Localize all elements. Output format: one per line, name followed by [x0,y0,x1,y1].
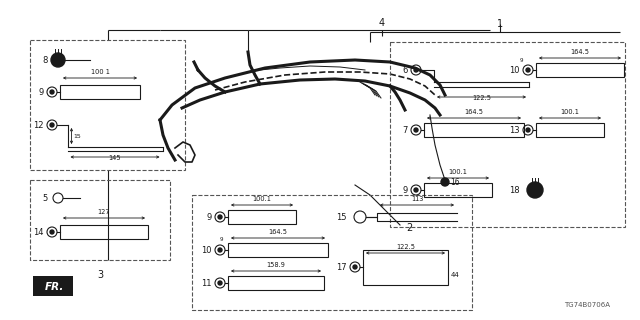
Bar [536,123,604,137]
Bar [424,123,524,137]
Circle shape [526,68,530,72]
Bar [30,180,170,260]
Text: 164.5: 164.5 [269,229,287,235]
Text: 2: 2 [406,223,412,233]
Text: 16: 16 [450,178,460,187]
Text: 145: 145 [109,155,122,161]
Text: 9: 9 [403,186,408,195]
Text: 113: 113 [411,196,423,202]
Text: 164.5: 164.5 [570,49,589,55]
Text: 18: 18 [509,186,520,195]
Text: 7: 7 [403,125,408,134]
Circle shape [414,68,418,72]
FancyBboxPatch shape [33,276,73,296]
Text: 164.5: 164.5 [465,109,483,115]
Text: 122.5: 122.5 [472,95,491,101]
Text: 100.1: 100.1 [561,109,579,115]
Circle shape [218,248,222,252]
Circle shape [441,178,449,186]
Bar [228,210,296,224]
Bar [536,63,624,77]
Bar [60,225,148,239]
Bar [192,195,472,310]
Text: 15: 15 [74,133,81,139]
Text: 9: 9 [207,212,212,221]
Text: 5: 5 [43,194,48,203]
Text: 122.5: 122.5 [396,244,415,250]
Bar [228,276,324,290]
Text: 100.1: 100.1 [449,169,467,175]
Text: 14: 14 [33,228,44,236]
Bar [228,243,328,257]
Circle shape [50,90,54,94]
Text: 10: 10 [202,245,212,254]
Text: 15: 15 [337,212,347,221]
Text: 17: 17 [337,262,347,271]
Text: 44: 44 [451,272,460,278]
Text: 100 1: 100 1 [91,69,109,75]
Text: 12: 12 [33,121,44,130]
Circle shape [414,188,418,192]
Bar [363,250,448,284]
Text: 10: 10 [509,66,520,75]
Text: 9: 9 [220,236,223,242]
Text: 6: 6 [403,66,408,75]
Bar [424,183,492,197]
Circle shape [526,128,530,132]
Circle shape [353,265,357,269]
Text: 3: 3 [97,270,103,280]
Circle shape [51,53,65,67]
Text: 13: 13 [509,125,520,134]
Circle shape [50,230,54,234]
Text: 9: 9 [39,87,44,97]
Text: 11: 11 [202,278,212,287]
Circle shape [414,128,418,132]
Text: 1: 1 [497,19,503,29]
Bar [60,85,140,99]
Text: 158.9: 158.9 [267,262,285,268]
Text: TG74B0706A: TG74B0706A [564,302,610,308]
Text: 8: 8 [43,55,48,65]
Text: 9: 9 [520,58,524,62]
Bar [390,42,625,227]
Text: 127: 127 [98,209,110,215]
Bar [30,40,185,170]
Text: 100.1: 100.1 [253,196,271,202]
Circle shape [527,182,543,198]
Text: 4: 4 [379,18,385,28]
Text: FR.: FR. [44,282,64,292]
Circle shape [50,123,54,127]
Circle shape [218,215,222,219]
Circle shape [218,281,222,285]
